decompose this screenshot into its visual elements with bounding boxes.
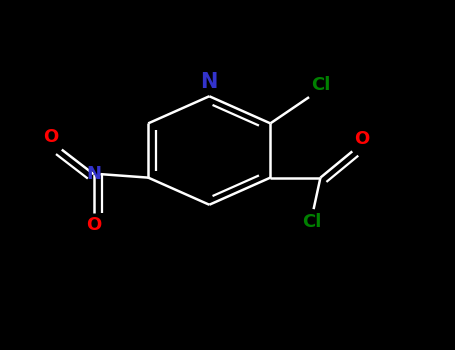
Text: N: N <box>86 165 101 183</box>
Text: O: O <box>86 216 101 234</box>
Text: N: N <box>201 72 218 92</box>
Text: Cl: Cl <box>302 212 321 231</box>
Text: Cl: Cl <box>311 76 331 93</box>
Text: O: O <box>43 128 58 146</box>
Text: O: O <box>354 130 370 148</box>
